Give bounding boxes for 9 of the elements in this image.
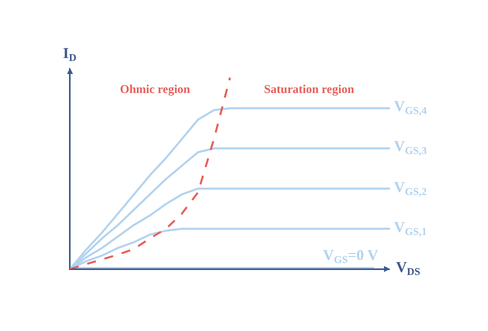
annotation: Ohmic region bbox=[120, 82, 190, 96]
annotation: Saturation region bbox=[264, 82, 354, 96]
series-label: V$_{GS,2}$ bbox=[394, 180, 427, 198]
series-label: V$_{GS}$=0 V bbox=[323, 248, 378, 266]
y-axis-title: I$_{D}$ bbox=[63, 46, 77, 64]
series-label: V$_{GS,1}$ bbox=[394, 220, 427, 238]
x-axis-title: V$_{DS}$ bbox=[396, 260, 420, 278]
series-label: V$_{GS,3}$ bbox=[394, 139, 427, 158]
series-label: V$_{GS,4}$ bbox=[394, 99, 428, 118]
